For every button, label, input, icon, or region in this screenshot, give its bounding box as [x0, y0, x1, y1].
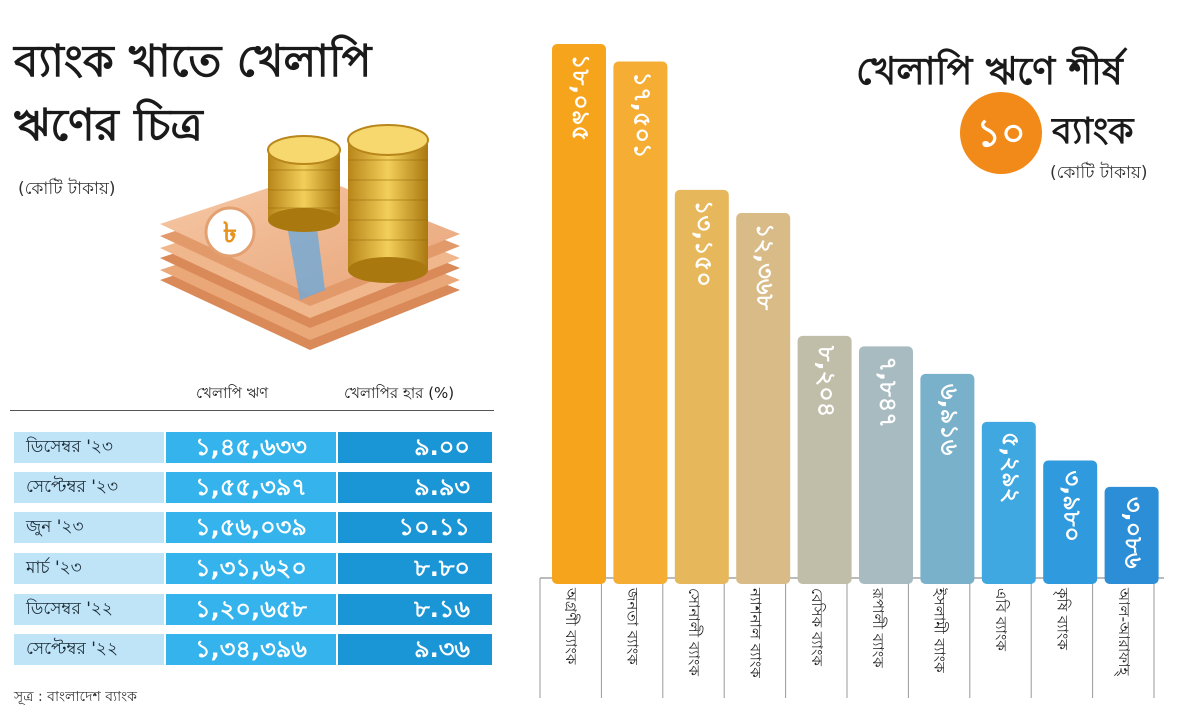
table-row: সেপ্টেম্বর '২৩ ১,৫৫,৩৯৭ ৯.৯৩	[14, 472, 492, 503]
left-title-line1: ব্যাংক খাতে খেলাপি	[14, 36, 372, 87]
amount-cell: ১,৩৪,৩৯৬	[166, 634, 336, 665]
amount-cell: ১,৩১,৬২০	[166, 553, 336, 584]
left-title-line2: ঋণের চিত্র	[14, 100, 203, 151]
bar	[1104, 486, 1159, 584]
period-cell: সেপ্টেম্বর '২২	[14, 634, 164, 665]
value-label: ১৩,১৫০	[690, 200, 718, 287]
table-row: ডিসেম্বর '২৩ ১,৪৫,৬৩৩ ৯.০০	[14, 432, 492, 463]
category-label: ইসলামী ব্যাংক	[931, 587, 949, 673]
category-label: রূপালী ব্যাংক	[869, 587, 887, 668]
period-cell: ডিসেম্বর '২৩	[14, 432, 164, 463]
bar	[981, 421, 1036, 584]
value-label: ১২,৩৬৮	[751, 223, 779, 311]
category-label: অগ্রণী ব্যাংক	[562, 587, 580, 665]
table-header-divider	[10, 410, 494, 411]
value-label: ৮,২০৪	[813, 345, 841, 417]
rate-cell: ৯.৯৩	[338, 472, 492, 503]
bar	[674, 189, 729, 585]
bar	[552, 44, 606, 584]
rate-cell: ১০.১১	[338, 512, 492, 543]
value-label: ৫,২৯২	[997, 432, 1025, 503]
category-label: জনতা ব্যাংক	[624, 587, 642, 665]
bar	[797, 335, 852, 584]
category-label: বেসিক ব্যাংক	[808, 588, 826, 666]
col-header-rate: খেলাপির হার (%)	[344, 384, 455, 402]
rate-cell: ৯.৩৬	[338, 634, 492, 665]
source-note: সূত্র : বাংলাদেশ ব্যাংক	[14, 689, 137, 705]
left-unit-label: (কোটি টাকায়)	[18, 179, 116, 199]
rate-cell: ৮.৮০	[338, 553, 492, 584]
value-label: ৩,৯৮০	[1058, 471, 1086, 542]
amount-cell: ১,৫৫,৩৯৭	[166, 472, 336, 503]
ten-badge: ১০	[960, 92, 1042, 174]
period-cell: জুন '২৩	[14, 512, 164, 543]
amount-cell: ১,৪৫,৬৩৩	[166, 432, 336, 463]
bar	[613, 61, 668, 585]
amount-cell: ১,৫৬,০৩৯	[166, 512, 336, 543]
value-label: ৩,০৮৬	[1120, 497, 1148, 569]
value-label: ১৮,০৯৫	[567, 54, 595, 141]
category-label: আল-আরাফাহ্	[1114, 587, 1133, 676]
bar	[920, 373, 975, 584]
category-label: ন্যাশনাল ব্যাংক	[746, 587, 764, 678]
value-label: ৭,৮৪৭	[874, 356, 902, 427]
category-label: সোনালী ব্যাংক	[685, 588, 703, 676]
chart-unit-label: (কোটি টাকায়)	[1050, 163, 1148, 183]
category-label: এবি ব্যাংক	[992, 588, 1010, 651]
money-stack-illustration: ৳	[160, 124, 460, 350]
col-header-amount: খেলাপি ঋণ	[196, 384, 269, 402]
bar	[859, 346, 913, 584]
table-row: জুন '২৩ ১,৫৬,০৩৯ ১০.১১	[14, 512, 492, 543]
bar	[1043, 460, 1098, 584]
period-cell: সেপ্টেম্বর '২৩	[14, 472, 164, 503]
table-row: ডিসেম্বর '২২ ১,২০,৬৫৮ ৮.১৬	[14, 594, 492, 625]
rate-cell: ৮.১৬	[338, 594, 492, 625]
amount-cell: ১,২০,৬৫৮	[166, 594, 336, 625]
coin-stack-icon	[267, 124, 429, 283]
category-label: কৃষি ব্যাংক	[1053, 587, 1072, 650]
value-label: ১৭,৫০১	[628, 72, 656, 159]
table-row: সেপ্টেম্বর '২২ ১,৩৪,৩৯৬ ৯.৩৬	[14, 634, 492, 665]
bar	[736, 213, 791, 584]
taka-symbol: ৳	[223, 216, 237, 249]
left-title: ব্যাংক খাতে খেলাপি ঋণের চিত্র	[14, 30, 444, 158]
chart-title: খেলাপি ঋণে শীর্ষ	[856, 49, 1123, 93]
rate-cell: ৯.০০	[338, 432, 492, 463]
period-cell: ডিসেম্বর '২২	[14, 594, 164, 625]
table-row: মার্চ '২৩ ১,৩১,৬২০ ৮.৮০	[14, 553, 492, 584]
period-cell: মার্চ '২৩	[14, 553, 164, 584]
chart-title-bank-word: ব্যাংক	[1052, 111, 1134, 152]
value-label: ৬,৯১৬	[935, 384, 963, 456]
